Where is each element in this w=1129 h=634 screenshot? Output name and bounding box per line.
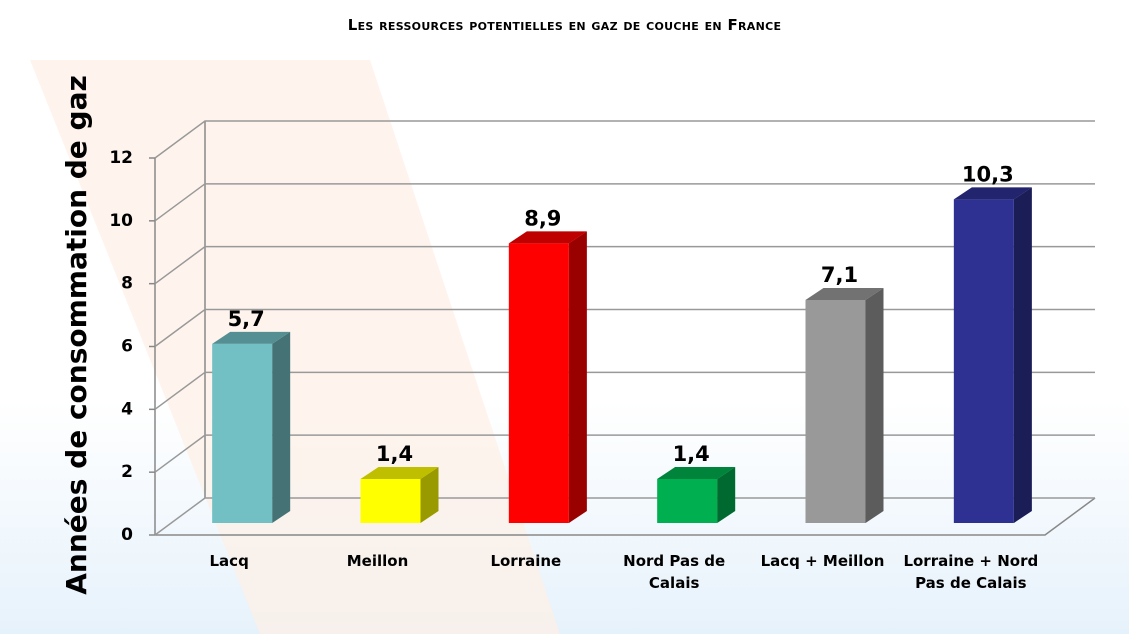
bar-top: [953, 187, 1032, 200]
bar-top: [360, 467, 439, 480]
bar-side-shade: [568, 231, 587, 523]
x-tick-label: Nord Pas de Calais: [623, 552, 726, 592]
bar-side-shade: [1013, 187, 1032, 524]
bar: [657, 467, 736, 523]
data-label: 1,4: [673, 442, 710, 466]
data-label: 5,7: [228, 307, 265, 331]
grid-line: [154, 434, 1095, 473]
bar-side-shade: [865, 287, 884, 523]
bar-top: [805, 287, 884, 300]
bar: [360, 467, 439, 523]
bar-top-shade: [657, 467, 736, 480]
grid-line: [154, 120, 1095, 159]
bar-side-shade: [717, 467, 736, 523]
bar-top-shade: [805, 287, 884, 300]
grid-line: [154, 245, 1095, 285]
bar-side: [865, 287, 884, 523]
bar-front: [360, 479, 421, 523]
data-label: 10,3: [962, 162, 1014, 186]
bar-side: [272, 331, 291, 523]
x-tick-label: Lacq + Meillon: [760, 552, 885, 570]
bar-side-shade: [420, 467, 439, 523]
bar-front: [805, 299, 866, 523]
grid-line: [154, 371, 1095, 410]
x-tick-label: Lacq: [209, 552, 249, 570]
y-tick-label: 6: [121, 337, 133, 357]
chart-title: Les ressources potentielles en gaz de co…: [347, 16, 782, 34]
x-tick-label: Lorraine: [490, 552, 562, 570]
floor: [155, 497, 1096, 536]
bar-top: [657, 467, 736, 480]
bar-top-shade: [212, 331, 291, 344]
bar: [212, 331, 291, 523]
data-label: 1,4: [376, 442, 413, 466]
bar-front: [212, 343, 273, 523]
y-tick-label: 2: [121, 462, 133, 482]
bar-front: [657, 479, 718, 523]
bar-top-shade: [360, 467, 439, 480]
bar-side: [420, 467, 439, 523]
bar-side: [1013, 187, 1032, 524]
bar-top: [508, 231, 587, 244]
bar-top: [212, 331, 291, 344]
bar-front: [953, 199, 1014, 524]
y-axis-title: Années de consommation de gaz: [60, 75, 93, 595]
bar: [508, 231, 587, 523]
bar: [953, 187, 1032, 524]
grid-line: [154, 308, 1095, 348]
y-tick-label: 4: [121, 399, 133, 419]
y-tick-label: 10: [109, 211, 133, 231]
x-tick-label: Lorraine + Nord Pas de Calais: [903, 552, 1039, 592]
data-label: 8,9: [524, 206, 561, 230]
bar-side: [717, 467, 736, 523]
y-tick-label: 8: [121, 274, 133, 294]
bar: [805, 287, 884, 523]
grid-line: [154, 183, 1095, 222]
x-tick-label: Meillon: [346, 552, 409, 570]
data-label: 7,1: [821, 263, 858, 287]
bar-front: [508, 243, 569, 523]
bar-top-shade: [953, 187, 1032, 200]
bar-side: [568, 231, 587, 523]
bar-side-shade: [272, 331, 291, 523]
y-tick-label: 12: [109, 148, 133, 168]
grid-line: [154, 497, 1095, 536]
bar-top-shade: [508, 231, 587, 244]
y-tick-label: 0: [121, 525, 133, 545]
